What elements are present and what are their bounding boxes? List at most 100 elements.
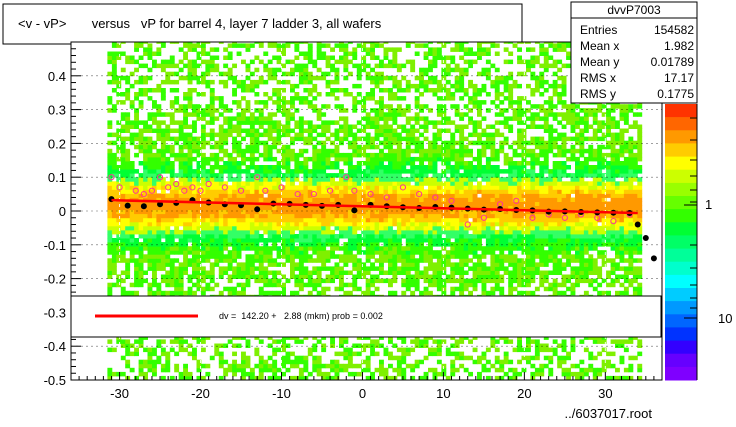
heatmap-cell bbox=[365, 250, 371, 255]
heatmap-cell bbox=[477, 274, 482, 279]
heatmap-cell bbox=[303, 55, 309, 60]
heatmap-cell bbox=[503, 209, 509, 215]
heatmap-cell bbox=[294, 173, 300, 178]
heatmap-cell bbox=[245, 75, 251, 81]
heatmap-cell bbox=[356, 67, 362, 73]
heatmap-cell bbox=[325, 363, 331, 369]
heatmap-cell bbox=[258, 221, 264, 227]
heatmap-cell bbox=[490, 242, 496, 247]
heatmap-cell bbox=[196, 169, 202, 174]
heatmap-cell bbox=[459, 136, 465, 142]
heatmap-cell bbox=[281, 128, 286, 133]
heatmap-cell bbox=[477, 371, 482, 377]
heatmap-cell bbox=[330, 132, 335, 138]
heatmap-cell bbox=[401, 185, 407, 190]
heatmap-cell bbox=[477, 242, 482, 247]
heatmap-cell bbox=[147, 217, 153, 223]
heatmap-cell bbox=[178, 274, 184, 279]
heatmap-cell bbox=[152, 197, 157, 202]
heatmap-cell bbox=[339, 343, 344, 348]
heatmap-cell bbox=[361, 124, 367, 129]
heatmap-cell bbox=[178, 347, 184, 353]
heatmap-cell bbox=[374, 55, 380, 60]
heatmap-cell bbox=[303, 242, 309, 247]
heatmap-cell bbox=[267, 213, 273, 219]
heatmap-cell bbox=[165, 274, 171, 279]
heatmap-cell bbox=[174, 213, 180, 219]
heatmap-cell bbox=[178, 193, 184, 198]
heatmap-cell bbox=[379, 209, 384, 215]
heatmap-cell bbox=[339, 278, 344, 284]
heatmap-cell bbox=[405, 363, 411, 369]
heatmap-cell bbox=[321, 128, 327, 133]
heatmap-cell bbox=[236, 185, 242, 190]
heatmap-cell bbox=[330, 246, 335, 251]
heatmap-cell bbox=[227, 213, 233, 219]
heatmap-cell bbox=[352, 197, 358, 202]
heatmap-cell bbox=[307, 185, 313, 190]
heatmap-cell bbox=[147, 286, 153, 292]
heatmap-cell bbox=[463, 225, 469, 231]
heatmap-cell bbox=[472, 128, 478, 133]
heatmap-cell bbox=[472, 120, 478, 125]
heatmap-cell bbox=[147, 209, 153, 215]
heatmap-cell bbox=[143, 148, 148, 154]
heatmap-cell bbox=[187, 156, 193, 162]
heatmap-cell bbox=[281, 225, 286, 231]
heatmap-cell bbox=[468, 185, 473, 190]
heatmap-cell bbox=[294, 375, 300, 380]
heatmap-cell bbox=[392, 270, 398, 275]
heatmap-cell bbox=[396, 347, 402, 353]
heatmap-cell bbox=[192, 136, 197, 142]
heatmap-cell bbox=[303, 209, 309, 215]
heatmap-cell bbox=[428, 201, 433, 206]
heatmap-cell bbox=[209, 108, 215, 113]
heatmap-cell bbox=[272, 229, 278, 235]
heatmap-cell bbox=[392, 181, 398, 186]
heatmap-cell bbox=[503, 75, 509, 81]
heatmap-cell bbox=[111, 79, 117, 85]
heatmap-cell bbox=[227, 339, 233, 344]
heatmap-cell bbox=[272, 270, 278, 275]
heatmap-cell bbox=[169, 177, 175, 182]
heatmap-cell bbox=[485, 250, 491, 255]
heatmap-cell bbox=[160, 375, 166, 380]
heatmap-cell bbox=[459, 124, 465, 129]
heatmap-cell bbox=[276, 375, 282, 380]
heatmap-cell bbox=[294, 152, 300, 158]
heatmap-cell bbox=[503, 351, 509, 357]
heatmap-cell bbox=[374, 100, 380, 105]
heatmap-cell bbox=[147, 181, 153, 186]
heatmap-cell bbox=[218, 351, 224, 357]
heatmap-cell bbox=[169, 100, 175, 105]
heatmap-cell bbox=[200, 165, 206, 170]
heatmap-cell bbox=[241, 221, 246, 227]
heatmap-cell bbox=[428, 367, 433, 373]
heatmap-cell bbox=[330, 181, 335, 186]
heatmap-cell bbox=[107, 262, 113, 267]
heatmap-cell bbox=[138, 266, 144, 271]
heatmap-cell bbox=[236, 43, 242, 48]
heatmap-cell bbox=[316, 181, 322, 186]
heatmap-cell bbox=[459, 274, 465, 279]
heatmap-cell bbox=[450, 242, 456, 247]
heatmap-cell bbox=[361, 67, 367, 73]
heatmap-cell bbox=[200, 234, 206, 239]
heatmap-cell bbox=[174, 136, 180, 142]
heatmap-cell bbox=[223, 148, 229, 154]
heatmap-cell bbox=[111, 71, 117, 77]
heatmap-cell bbox=[147, 152, 153, 158]
heatmap-cell bbox=[272, 290, 278, 296]
heatmap-cell bbox=[414, 51, 420, 56]
heatmap-cell bbox=[196, 254, 202, 259]
heatmap-cell bbox=[316, 229, 322, 235]
heatmap-cell bbox=[298, 266, 304, 271]
heatmap-cell bbox=[254, 132, 260, 138]
heatmap-cell bbox=[200, 213, 206, 219]
heatmap-cell bbox=[490, 152, 496, 158]
heatmap-cell bbox=[160, 274, 166, 279]
heatmap-cell bbox=[365, 282, 371, 288]
heatmap-cell bbox=[267, 258, 273, 263]
heatmap-cell bbox=[436, 351, 442, 357]
heatmap-cell bbox=[254, 189, 260, 194]
